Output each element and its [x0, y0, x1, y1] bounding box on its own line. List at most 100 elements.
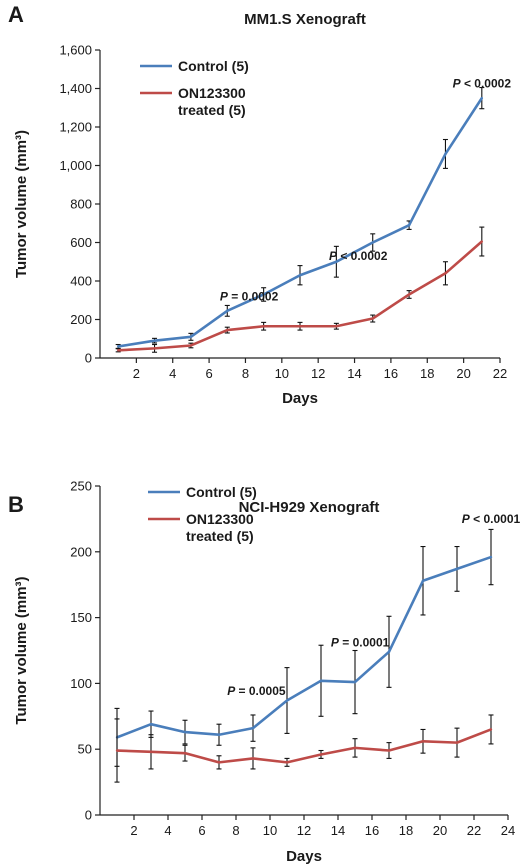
data-point	[480, 240, 484, 243]
data-point	[335, 260, 338, 263]
data-point	[455, 741, 459, 744]
y-tick-label: 1,000	[59, 158, 92, 173]
data-point	[319, 679, 323, 682]
series-line	[118, 240, 483, 352]
legend-label: Control (5)	[186, 484, 257, 500]
data-point	[421, 579, 425, 582]
x-tick-label: 16	[384, 366, 398, 381]
x-tick-label: 8	[242, 366, 249, 381]
data-point	[371, 241, 374, 244]
data-point	[251, 757, 255, 760]
data-point	[298, 274, 302, 277]
y-tick-label: 150	[70, 610, 92, 625]
p-value-annotation: P < 0.0002	[329, 249, 388, 263]
data-point	[251, 726, 255, 730]
chart-panel-a: A MM1.S Xenograft 0 200 400 600 800 1,000 1,200 1…	[8, 2, 511, 407]
data-point	[115, 749, 119, 752]
x-tick-label: 22	[467, 823, 481, 838]
data-point	[217, 733, 221, 736]
data-point	[353, 680, 357, 684]
data-point	[489, 555, 493, 559]
data-point	[183, 751, 187, 755]
chart-title: MM1.S Xenograft	[244, 11, 366, 28]
y-tick-label: 100	[70, 676, 92, 691]
x-axis-label: Days	[282, 390, 318, 407]
y-tick-label: 250	[70, 479, 92, 494]
series-treated	[115, 226, 485, 353]
x-tick-label: 8	[232, 823, 239, 838]
legend-label: ON123300 treated (5)	[178, 85, 246, 118]
data-point	[149, 750, 153, 754]
data-point	[262, 293, 265, 296]
data-point	[226, 309, 229, 313]
p-value-annotation: P < 0.0002	[453, 77, 512, 91]
p-value-annotation: P = 0.0005	[227, 684, 286, 698]
x-tick-label: 14	[331, 823, 345, 838]
data-point	[116, 349, 120, 352]
y-tick-label: 600	[70, 235, 92, 250]
x-tick-label: 10	[275, 366, 289, 381]
y-tick-label: 1,400	[59, 81, 92, 96]
x-tick-label: 12	[311, 366, 325, 381]
data-point	[153, 339, 156, 342]
data-point	[285, 699, 289, 702]
series-treated	[114, 714, 494, 783]
x-tick-label: 20	[456, 366, 470, 381]
y-tick-label: 800	[70, 197, 92, 212]
data-point	[153, 347, 156, 350]
x-tick-label: 12	[297, 823, 311, 838]
y-tick-label: 200	[70, 312, 92, 327]
x-tick-label: 2	[133, 366, 140, 381]
data-point	[371, 317, 374, 320]
data-point	[149, 722, 153, 726]
y-tick-label: 50	[78, 742, 92, 757]
x-tick-label: 10	[263, 823, 277, 838]
data-point	[489, 728, 493, 731]
x-tick-label: 16	[365, 823, 379, 838]
x-tick-label: 24	[501, 823, 515, 838]
series-line	[116, 728, 492, 764]
series-line	[117, 97, 483, 348]
y-tick-label: 200	[70, 544, 92, 559]
data-point	[183, 730, 187, 734]
data-point	[262, 325, 265, 328]
data-point	[226, 328, 229, 332]
data-point	[407, 223, 411, 227]
panel-letter: A	[8, 2, 24, 27]
data-point	[480, 96, 484, 100]
p-value-annotation: P = 0.0002	[220, 289, 279, 303]
y-tick-label: 1,200	[59, 120, 92, 135]
x-tick-label: 14	[347, 366, 361, 381]
chart-title: NCI-H929 Xenograft	[239, 499, 380, 516]
series-control	[114, 528, 494, 767]
legend-label: ON123300 treated (5)	[186, 511, 254, 544]
x-axis-label: Days	[286, 848, 322, 865]
data-point	[298, 325, 302, 328]
data-point	[285, 761, 289, 764]
x-tick-label: 22	[493, 366, 507, 381]
series-control	[115, 86, 485, 349]
y-axis-label: Tumor volume (mm³)	[13, 130, 30, 278]
y-tick-label: 0	[85, 808, 92, 823]
p-value-annotation: P < 0.0001	[462, 512, 520, 526]
y-tick-label: 400	[70, 274, 92, 289]
data-point	[444, 152, 447, 156]
y-tick-label: 1,600	[59, 43, 92, 58]
x-tick-label: 2	[130, 823, 137, 838]
data-point	[387, 650, 391, 654]
data-point	[116, 345, 120, 348]
x-tick-label: 18	[399, 823, 413, 838]
data-point	[444, 272, 447, 275]
data-point	[319, 753, 323, 756]
data-point	[217, 761, 221, 764]
data-point	[189, 335, 193, 339]
y-tick-label: 0	[85, 351, 92, 366]
data-point	[455, 567, 459, 571]
data-point	[421, 740, 425, 743]
series-line	[116, 555, 492, 739]
data-point	[387, 749, 391, 752]
data-point	[189, 344, 193, 347]
x-tick-label: 4	[164, 823, 171, 838]
